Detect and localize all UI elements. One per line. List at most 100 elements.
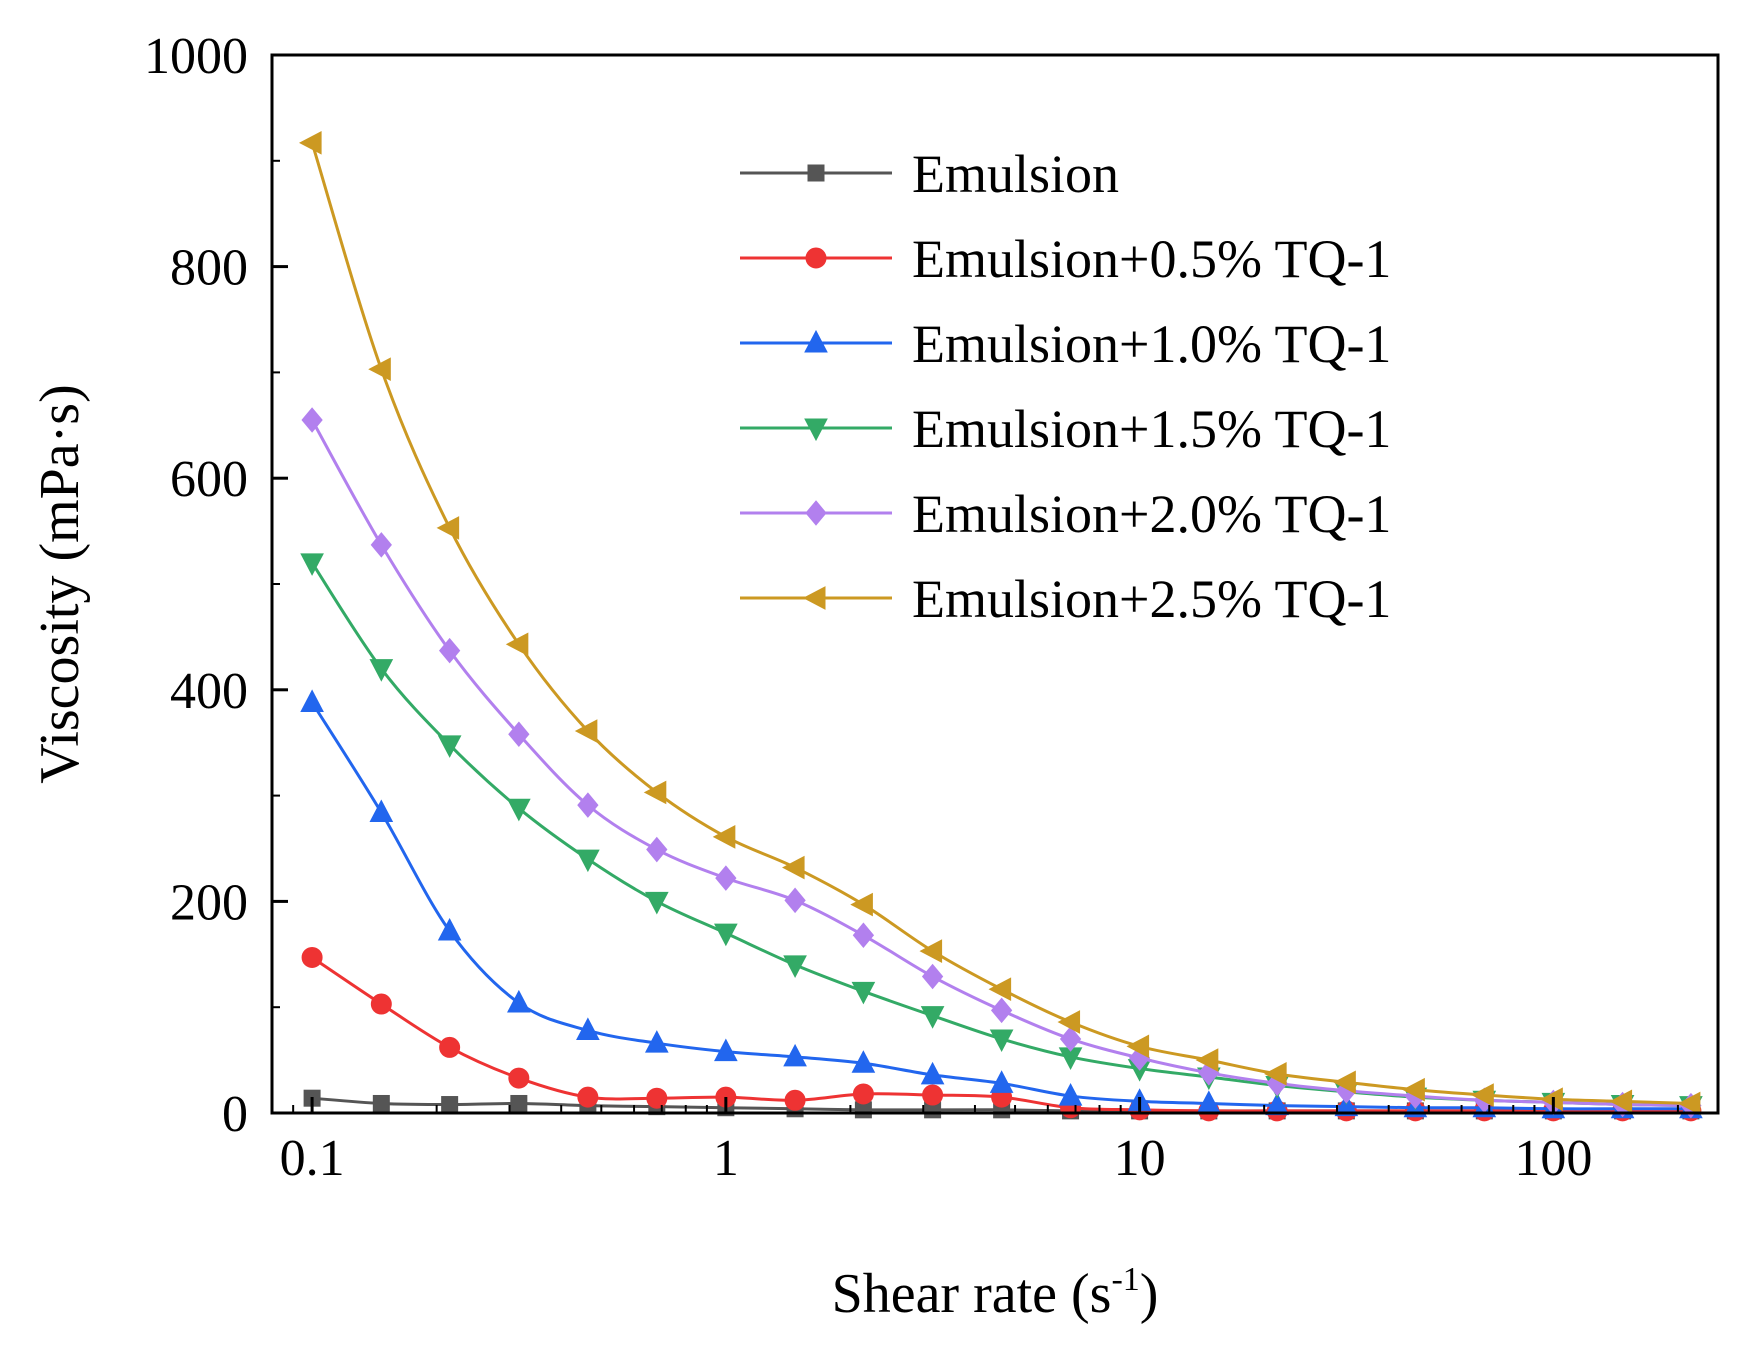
data-point: [301, 946, 323, 968]
data-point: [919, 939, 943, 963]
data-point: [441, 1096, 459, 1114]
data-point: [851, 1050, 876, 1073]
legend-marker: [804, 418, 828, 442]
data-point: [990, 997, 1013, 1024]
data-point: [576, 849, 600, 873]
data-point: [507, 989, 531, 1013]
legend-label: Emulsion+0.5% TQ-1: [912, 229, 1391, 289]
series-6: [299, 130, 1701, 1116]
data-point: [784, 1089, 806, 1111]
data-point: [300, 553, 324, 576]
y-tick-label: 0: [222, 1086, 248, 1143]
data-point: [577, 792, 599, 818]
data-point: [781, 855, 805, 880]
legend-label: Emulsion+1.0% TQ-1: [912, 314, 1391, 374]
data-point: [1126, 1034, 1150, 1059]
data-point: [646, 1087, 668, 1109]
data-point: [922, 1084, 944, 1106]
data-point: [784, 887, 806, 914]
series-line: [310, 419, 1691, 1108]
data-point: [369, 799, 394, 823]
legend-label: Emulsion+1.5% TQ-1: [912, 399, 1391, 459]
x-axis-title: Shear rate (s-1): [832, 1261, 1159, 1325]
data-point: [1264, 1062, 1287, 1086]
data-point: [852, 1083, 874, 1105]
data-point: [646, 836, 668, 863]
data-point: [920, 1006, 945, 1029]
series-line: [310, 701, 1691, 1111]
data-point: [505, 632, 529, 657]
data-point: [1195, 1048, 1219, 1072]
data-point: [577, 1086, 599, 1108]
legend-label: Emulsion+2.0% TQ-1: [912, 484, 1391, 544]
data-point: [643, 780, 667, 805]
data-point: [1677, 1091, 1701, 1116]
data-point: [508, 721, 530, 748]
y-axis-ticks: 0 200 400 600 800 1000: [144, 28, 288, 1143]
data-point: [851, 981, 876, 1005]
data-point: [1609, 1089, 1633, 1114]
legend-marker: [807, 164, 825, 182]
data-point: [370, 532, 392, 558]
legend-label: Emulsion+2.5% TQ-1: [912, 569, 1391, 629]
data-point: [1265, 1092, 1289, 1116]
data-point: [437, 735, 462, 758]
y-tick-label: 400: [170, 663, 248, 720]
data-point: [714, 1038, 738, 1062]
x-tick-label: 1: [713, 1130, 739, 1187]
x-tick-label: 100: [1514, 1130, 1592, 1187]
legend: Emulsion Emulsion+0.5% TQ-1 Emulsion+1.0% …: [740, 144, 1391, 629]
data-point: [852, 922, 875, 949]
x-tick-label: 10: [1114, 1130, 1166, 1187]
legend-item: Emulsion+0.5% TQ-1: [740, 229, 1391, 289]
legend-item: Emulsion+1.0% TQ-1: [740, 314, 1391, 374]
data-point: [644, 1030, 669, 1053]
data-point: [1059, 1026, 1082, 1052]
data-point: [436, 516, 460, 540]
data-point: [1333, 1070, 1356, 1095]
data-point: [644, 891, 669, 915]
data-point: [1471, 1083, 1494, 1107]
legend-label: Emulsion: [912, 144, 1119, 204]
data-point: [574, 719, 598, 743]
legend-marker: [805, 247, 827, 269]
data-point: [712, 825, 736, 849]
legend-marker: [802, 586, 826, 610]
data-point: [299, 130, 322, 155]
data-point: [920, 1061, 945, 1085]
data-point: [372, 1094, 390, 1112]
data-point: [1334, 1093, 1359, 1117]
data-point: [439, 1036, 461, 1058]
data-point: [507, 798, 531, 822]
x-axis-ticks: 0.1 1 10 100: [271, 1097, 1679, 1187]
data-point: [783, 1043, 807, 1067]
data-point: [300, 689, 324, 712]
data-point: [370, 993, 392, 1015]
legend-marker: [804, 329, 828, 353]
data-point: [438, 637, 461, 664]
legend-item: Emulsion+2.5% TQ-1: [740, 569, 1391, 629]
data-point: [576, 1017, 600, 1040]
data-point: [989, 1029, 1014, 1053]
legend-item: Emulsion+2.0% TQ-1: [740, 484, 1391, 544]
data-point: [510, 1094, 528, 1112]
data-point: [301, 407, 323, 433]
y-tick-label: 800: [170, 240, 248, 297]
data-point: [921, 963, 944, 990]
data-point: [369, 659, 394, 682]
data-point: [1402, 1077, 1425, 1102]
x-tick-label: 0.1: [280, 1130, 345, 1187]
data-point: [714, 923, 738, 947]
legend-item: Emulsion: [740, 144, 1119, 204]
data-point: [1057, 1010, 1081, 1034]
data-point: [437, 917, 462, 941]
legend-marker: [805, 500, 827, 526]
data-point: [508, 1067, 530, 1089]
y-tick-label: 1000: [144, 28, 248, 85]
data-point: [850, 892, 873, 917]
legend-item: Emulsion+1.5% TQ-1: [740, 399, 1391, 459]
y-tick-label: 200: [170, 874, 248, 931]
data-point: [715, 865, 737, 891]
